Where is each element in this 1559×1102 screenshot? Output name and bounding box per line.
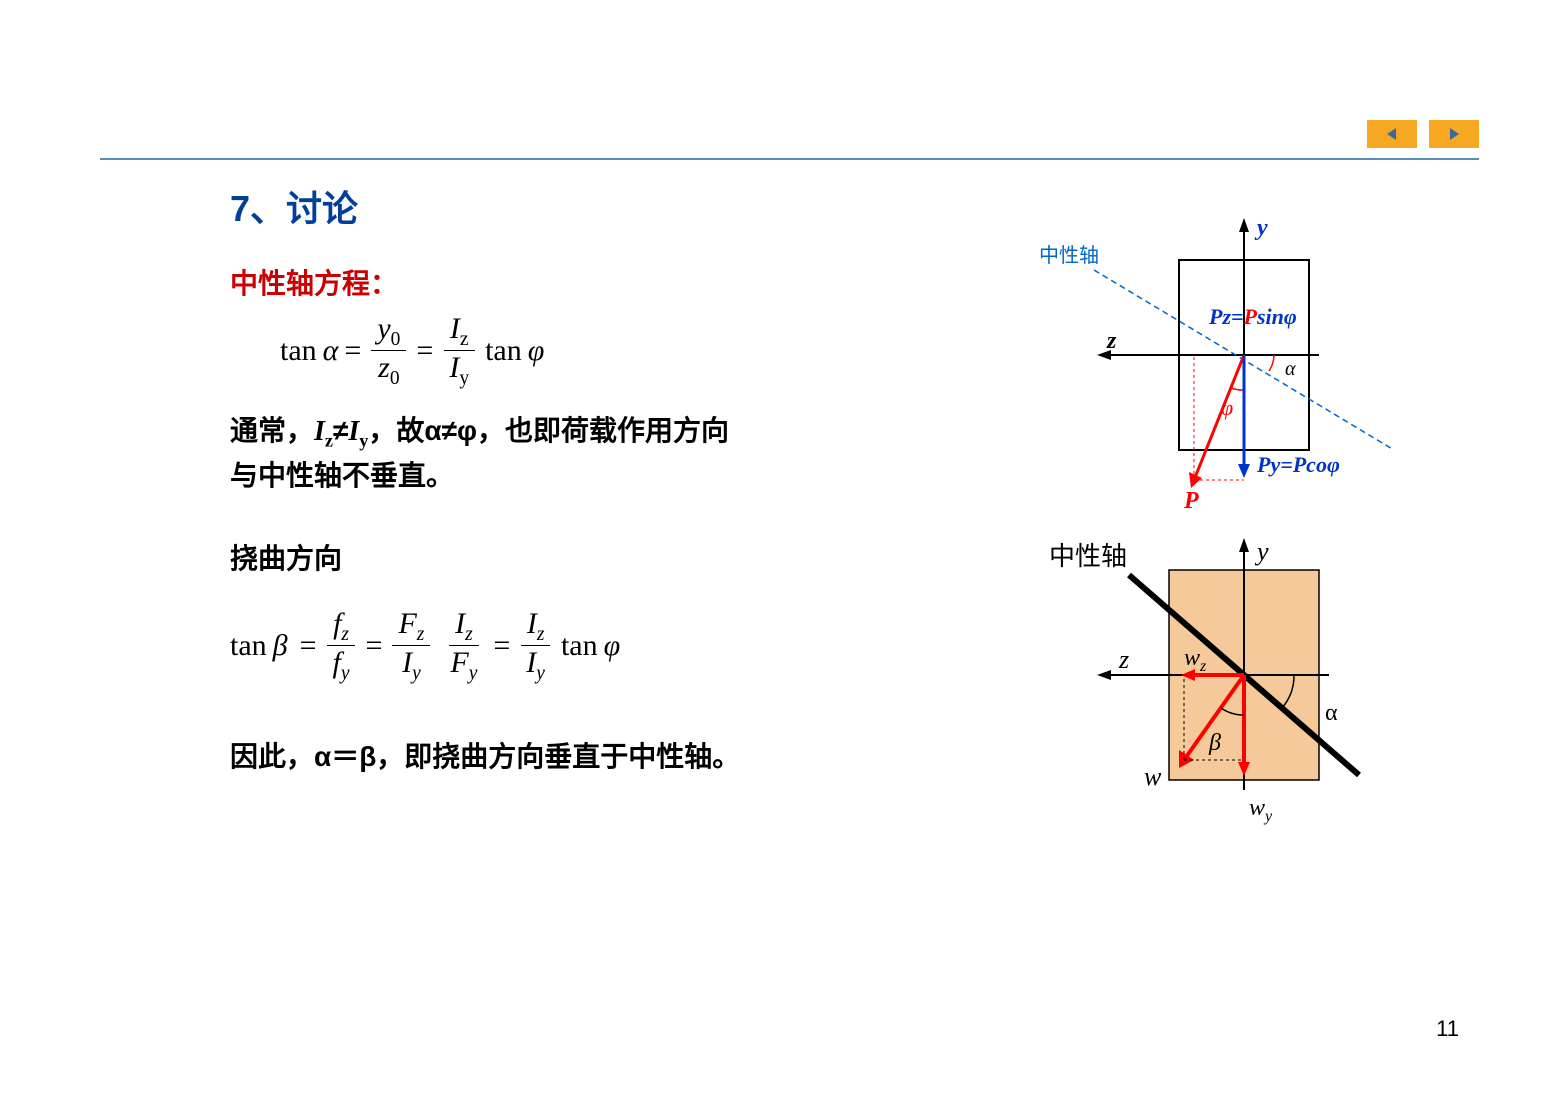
divider	[100, 158, 1479, 160]
prev-button[interactable]	[1367, 120, 1417, 148]
next-button[interactable]	[1429, 120, 1479, 148]
eq1-alpha: α	[323, 334, 339, 368]
nav-buttons	[1367, 120, 1479, 148]
eq1-frac2: Iz Iy	[443, 312, 475, 390]
label-y: y	[1254, 215, 1268, 241]
label-Pz: Pz=Psinφ	[1208, 304, 1297, 329]
label-Py: Py=Pcoφ	[1256, 452, 1340, 477]
label-y2: y	[1254, 537, 1269, 566]
label-z: z	[1106, 328, 1117, 354]
label-w: w	[1144, 762, 1162, 791]
label-wy: wy	[1249, 795, 1273, 825]
label-beta: β	[1208, 730, 1221, 756]
label-P: P	[1183, 488, 1199, 514]
eq1-eq1: =	[344, 334, 361, 368]
diagrams: y z 中性轴 α P φ Py=Pcoφ	[999, 210, 1439, 830]
label-alpha2: α	[1325, 700, 1338, 726]
label-neutral2: 中性轴	[1049, 541, 1127, 571]
body-text-1: 通常，Iz≠Iy，故α≠φ，也即荷载作用方向与中性轴不垂直。	[230, 410, 750, 497]
diagram-deflection: y z 中性轴 wz wy w α	[999, 530, 1439, 830]
label-z2: z	[1118, 645, 1129, 674]
label-alpha: α	[1285, 358, 1296, 380]
label-phi: φ	[1221, 395, 1233, 420]
eq1-phi: φ	[528, 334, 545, 368]
eq1-eq2: =	[416, 334, 433, 368]
eq1-frac1: y0 z0	[371, 312, 406, 390]
diagram-neutral-axis: y z 中性轴 α P φ Py=Pcoφ	[999, 210, 1439, 520]
label-neutral-axis: 中性轴	[1039, 244, 1099, 267]
eq1-tan2: tan	[485, 334, 522, 368]
eq1-tan: tan	[280, 334, 317, 368]
page-number: 11	[1436, 1016, 1459, 1042]
